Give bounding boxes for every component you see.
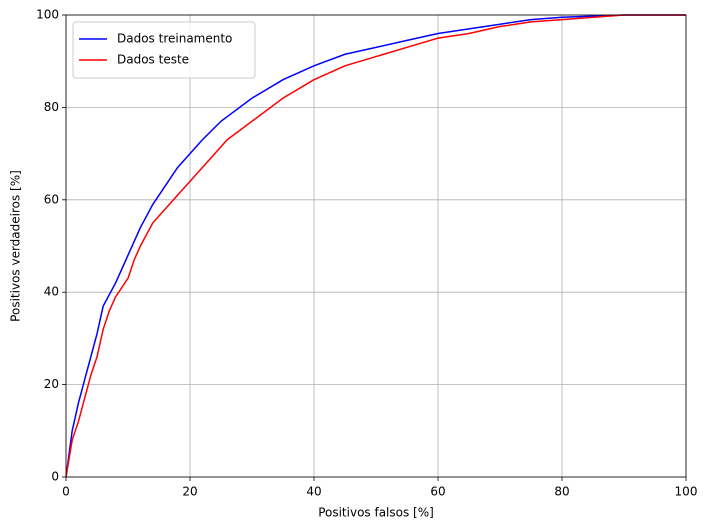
line <box>65 14 686 478</box>
y-tick-label: 0 <box>51 470 59 484</box>
line <box>65 14 686 478</box>
x-tick-label: 60 <box>430 485 445 499</box>
y-tick-label: 100 <box>36 8 59 22</box>
y-tick-label: 80 <box>44 100 59 114</box>
x-tick-label: 100 <box>675 485 698 499</box>
y-axis-label: Positivos verdadeiros [%] <box>9 170 23 322</box>
x-axis-label: Positivos falsos [%] <box>318 506 434 520</box>
legend-label: Dados treinamento <box>117 32 232 46</box>
x-tick-label: 40 <box>306 485 321 499</box>
legend: Dados treinamento Dados teste <box>72 21 256 79</box>
legend-box <box>72 21 256 79</box>
y-tick-label: 20 <box>44 377 59 391</box>
y-tick-label: 60 <box>44 192 59 206</box>
x-tick-label: 0 <box>62 485 70 499</box>
plot-frame <box>65 14 687 478</box>
y-tick-label: 40 <box>44 285 59 299</box>
legend-label: Dados teste <box>117 53 189 67</box>
x-tick-label: 80 <box>554 485 569 499</box>
x-tick-label: 20 <box>182 485 197 499</box>
